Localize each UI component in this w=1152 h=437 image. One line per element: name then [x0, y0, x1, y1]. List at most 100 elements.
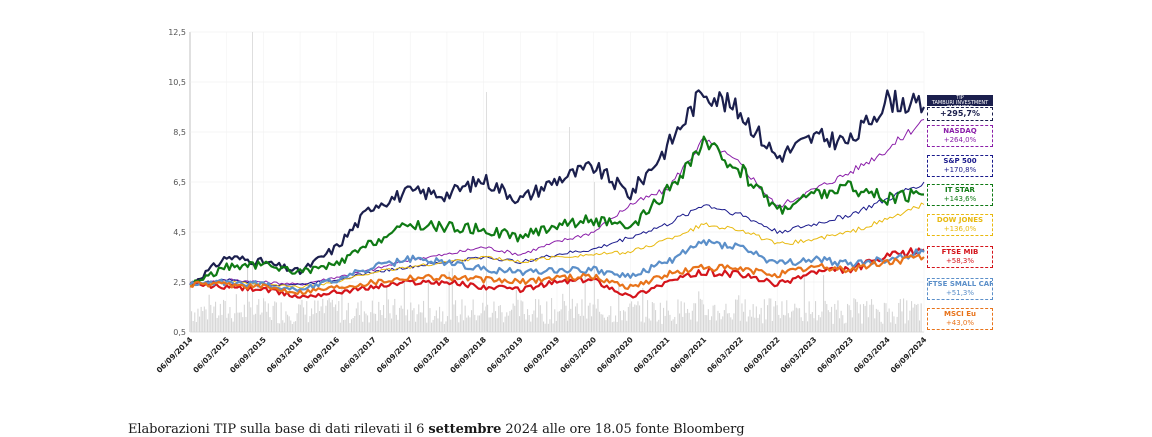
volume-bar	[503, 322, 505, 332]
volume-bar	[253, 314, 255, 332]
volume-bar	[514, 305, 516, 332]
volume-bar	[819, 317, 821, 332]
volume-bar	[463, 320, 465, 332]
volume-bar	[797, 308, 799, 332]
volume-bar	[583, 315, 585, 332]
volume-bar	[437, 318, 439, 332]
volume-bar	[818, 314, 820, 332]
x-tick-label: 06/09/2015	[228, 335, 268, 375]
volume-bar	[640, 321, 642, 332]
volume-bar	[904, 323, 906, 332]
volume-bar	[795, 307, 797, 332]
volume-bar	[333, 307, 335, 332]
volume-bar	[544, 323, 546, 332]
volume-bar	[379, 310, 381, 332]
x-tick-label: 06/03/2024	[852, 335, 892, 375]
volume-bar	[408, 320, 410, 332]
volume-bar	[679, 313, 681, 332]
volume-bar	[920, 303, 922, 332]
x-tick-label: 06/03/2015	[191, 335, 231, 375]
volume-bar	[367, 315, 369, 332]
volume-bar	[607, 316, 609, 332]
volume-bar	[306, 301, 308, 332]
volume-bar	[727, 313, 729, 332]
volume-bar	[479, 315, 481, 332]
volume-bar	[808, 301, 810, 332]
volume-bar	[259, 314, 261, 332]
volume-bar	[365, 313, 367, 332]
volume-bar	[327, 300, 329, 332]
volume-bar	[749, 309, 751, 332]
volume-bar	[221, 314, 223, 332]
volume-bar	[245, 316, 247, 332]
volume-bar	[555, 320, 557, 332]
volume-bar	[293, 321, 295, 332]
x-tick-label: 06/09/2024	[889, 335, 929, 375]
volume-bar	[610, 306, 612, 332]
volume-bar	[499, 305, 501, 332]
volume-bar	[650, 320, 652, 332]
volume-bar	[914, 303, 916, 332]
volume-bar	[842, 315, 844, 332]
legend-item-value: +136,0%	[943, 225, 977, 233]
volume-bar	[285, 311, 287, 332]
volume-bar	[653, 303, 655, 332]
volume-bar	[538, 299, 540, 332]
x-tick-label: 06/09/2021	[668, 335, 708, 375]
volume-bar	[386, 285, 388, 332]
volume-bar	[224, 301, 226, 332]
volume-bar	[613, 321, 615, 332]
volume-bar	[887, 311, 889, 332]
legend-item-ftsemib: FTSE MIB +58,3%	[927, 246, 993, 268]
source-caption: Elaborazioni TIP sulla base di dati rile…	[128, 422, 828, 437]
volume-bar	[722, 316, 724, 332]
volume-bar	[515, 289, 517, 332]
volume-bar	[528, 315, 530, 332]
volume-bar	[872, 304, 874, 332]
volume-bar	[295, 321, 297, 332]
x-tick-label: 06/03/2017	[338, 335, 378, 375]
volume-bar	[597, 298, 599, 332]
volume-bar	[615, 315, 617, 332]
volume-bar	[773, 306, 775, 332]
volume-bar	[554, 309, 556, 332]
volume-bar	[787, 313, 789, 332]
volume-bar	[474, 314, 476, 332]
volume-bar	[552, 323, 554, 332]
volume-bar	[237, 312, 239, 332]
volume-bar	[402, 308, 404, 332]
volume-bar	[903, 298, 905, 332]
volume-bar	[635, 305, 637, 332]
volume-bar	[229, 307, 231, 332]
volume-bar	[231, 318, 233, 332]
volume-bar	[363, 311, 365, 332]
volume-bar	[573, 318, 575, 332]
volume-bar	[624, 311, 626, 332]
volume-bar	[859, 304, 861, 332]
volume-bar	[799, 308, 801, 332]
volume-bar	[344, 319, 346, 332]
volume-bar	[349, 323, 351, 332]
volume-bar	[357, 302, 359, 332]
volume-bar	[746, 321, 748, 332]
volume-bar	[205, 309, 207, 332]
volume-bar	[655, 310, 657, 332]
x-tick-label: 06/09/2020	[595, 335, 635, 375]
volume-bar	[208, 294, 210, 332]
volume-bar	[730, 317, 732, 332]
volume-bar	[816, 320, 818, 332]
volume-bar	[509, 311, 511, 332]
legend-item-nasdaq: NASDAQ +264,0%	[927, 125, 993, 147]
volume-bar	[715, 320, 717, 332]
volume-bar	[784, 315, 786, 332]
volume-bar	[200, 306, 202, 332]
volume-bar	[877, 309, 879, 332]
legend-item-value: +170,8%	[943, 166, 977, 174]
volume-bar	[743, 311, 745, 332]
volume-bar	[618, 286, 620, 332]
volume-spike	[252, 32, 253, 332]
volume-bar	[315, 313, 317, 332]
volume-bar	[373, 313, 375, 332]
legend-item-value: +58,3%	[945, 257, 975, 265]
volume-bar	[565, 305, 567, 332]
